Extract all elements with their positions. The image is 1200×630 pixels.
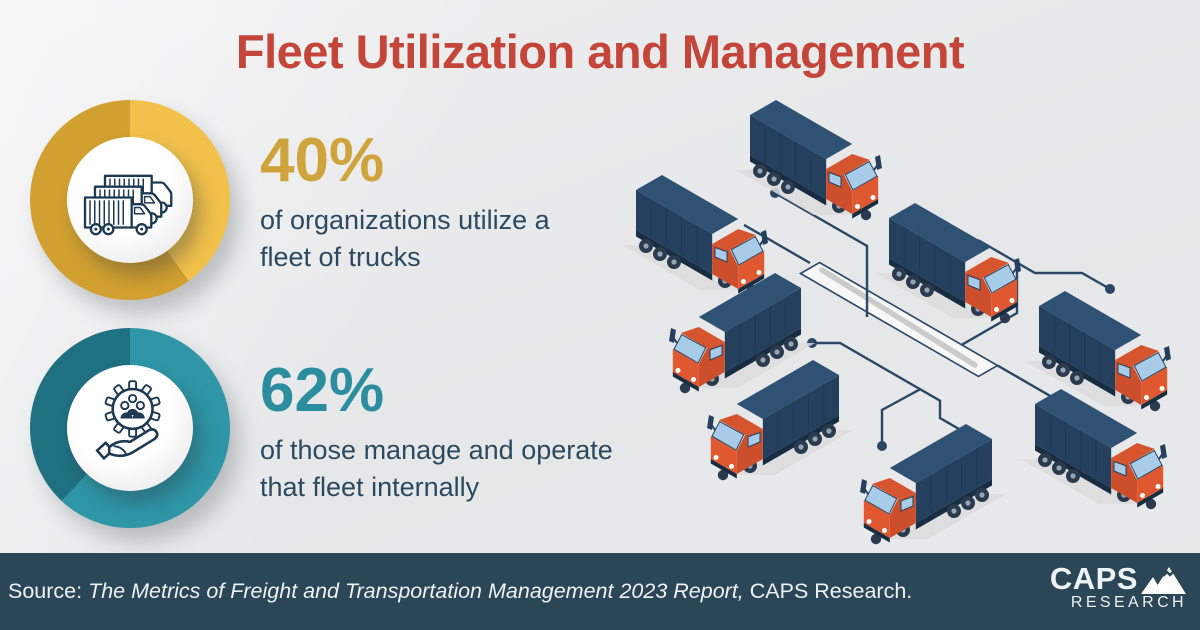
caps-research-logo: CAPS RESEARCH — [1050, 563, 1187, 611]
donut-chart-fleet-utilization — [30, 100, 230, 300]
source-suffix: CAPS Research. — [743, 579, 913, 603]
mountain-icon — [1141, 567, 1186, 594]
stat-description: of organizations utilize a fleet of truc… — [260, 202, 620, 276]
source-citation: Source: The Metrics of Freight and Trans… — [0, 579, 912, 604]
stat-block-fleet-utilization: 40% of organizations utilize a fleet of … — [260, 128, 620, 276]
source-prefix: Source: — [8, 579, 89, 603]
stat-description: of those manage and operate that fleet i… — [260, 432, 620, 506]
source-report-title: The Metrics of Freight and Transportatio… — [88, 579, 744, 603]
stat-description-line: fleet of trucks — [260, 242, 421, 273]
fleet-network-illustration — [621, 99, 1172, 546]
stat-value: 62% — [260, 356, 385, 425]
stat-description-line: of organizations utilize a — [260, 205, 550, 236]
stat-value: 40% — [260, 126, 385, 195]
logo-research-text: RESEARCH — [1070, 594, 1187, 611]
footer-bar: Source: The Metrics of Freight and Trans… — [0, 553, 1200, 630]
gear-people-hand-icon — [95, 380, 161, 460]
donut-chart-internal-management — [30, 328, 230, 528]
network-node-dot — [877, 441, 887, 451]
logo-caps-text: CAPS — [1049, 561, 1138, 596]
donut-inner-circle — [67, 365, 193, 491]
fleet-of-trucks-icon — [83, 174, 173, 236]
network-node-dot — [1105, 284, 1115, 294]
donut-inner-circle — [67, 137, 193, 263]
stat-block-internal-management: 62% of those manage and operate that fle… — [260, 358, 620, 506]
stat-description-line: that fleet internally — [260, 472, 480, 503]
road-median-line — [819, 267, 978, 368]
stat-description-line: of those manage and operate — [260, 435, 613, 466]
page-title: Fleet Utilization and Management — [235, 25, 965, 78]
